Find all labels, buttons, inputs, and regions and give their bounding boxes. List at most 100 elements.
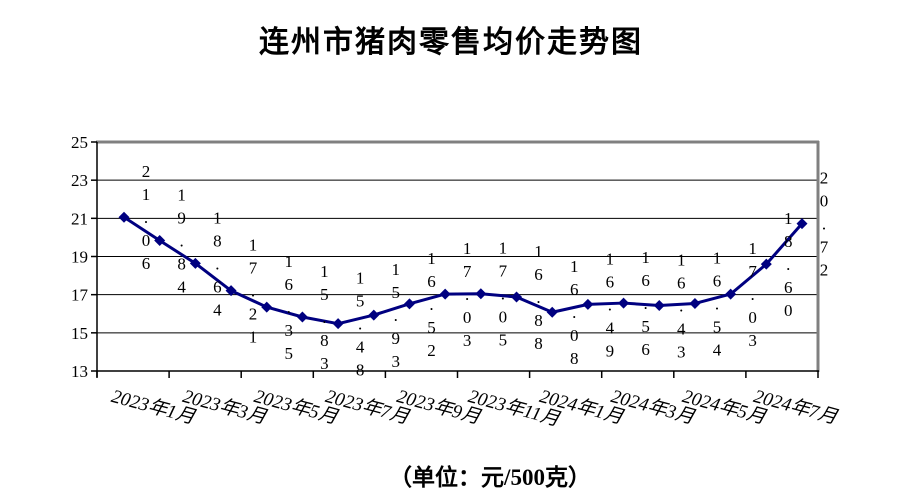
data-point-label-char: . [144,208,148,227]
data-point-label-char: 4 [356,338,365,357]
data-point-label-char: . [572,303,576,322]
chart-title: 连州市猪肉零售均价走势图 [259,26,643,59]
data-point-label-char: 5 [641,317,650,336]
data-point-label-char: 1 [499,239,508,258]
data-point-label-char: 4 [606,318,615,337]
data-point-label-char: 4 [213,300,222,319]
data-point-label-char: 0 [820,192,829,211]
data-point-label-char: 7 [249,259,258,278]
unit-note: （单位：元/500克） [389,465,591,490]
data-point-label-char: 6 [570,280,579,299]
data-point-label-char: 5 [284,344,293,363]
data-point-label-char: 8 [177,254,186,273]
data-point-marker [689,297,701,309]
data-point-label-char: 5 [427,318,436,337]
data-point-label-char: 1 [249,328,258,347]
y-axis-label: 17 [71,286,89,305]
data-point-label-char: 6 [784,278,793,297]
data-point-label-char: 0 [142,231,151,250]
data-point-label-char: 7 [820,238,829,257]
data-point-marker [582,298,594,310]
data-point-label-char: . [251,282,255,301]
y-axis-label: 19 [71,248,88,267]
data-point-label-char: 1 [284,252,293,271]
data-point-label-char: 6 [677,274,686,293]
data-point-label-char: 7 [748,262,757,281]
data-point-label-char: 5 [392,283,401,302]
data-point-marker [511,291,523,303]
data-point-label-char: 1 [356,269,365,288]
data-point-marker [475,288,487,300]
data-point-label-char: 9 [606,341,615,360]
data-point-label-char: . [501,285,505,304]
data-point-label-char: 6 [713,271,722,290]
data-point-marker [796,218,808,230]
data-point-label-char: 9 [177,208,186,227]
data-point-label-char: . [322,308,326,327]
data-point-marker [296,311,308,323]
data-point-label-char: 1 [713,248,722,267]
data-point-label-char: . [822,215,826,234]
x-axis-label: 2024年7月 [751,385,840,429]
data-point-label-char: 4 [713,340,722,359]
price-line [123,215,804,326]
data-point-label-char: 8 [320,331,329,350]
data-point-marker [225,285,237,297]
data-point-marker [189,257,201,269]
data-point-label-char: 7 [463,262,472,281]
data-point-label-char: 2 [142,162,151,181]
data-point-label-char: . [751,285,755,304]
data-point-label-char: 6 [427,272,436,291]
data-point-label-char: 8 [213,231,222,250]
y-axis-label: 23 [71,171,88,190]
y-axis-label: 15 [71,324,88,343]
data-point-label-char: 3 [320,354,329,373]
data-point-label-char: 1 [784,209,793,228]
data-point-label-char: 5 [356,292,365,311]
data-point-marker [118,211,130,223]
data-point-label-char: 1 [249,236,258,255]
data-point-label-char: 1 [213,208,222,227]
data-point-marker [439,288,451,300]
data-point-label-char: 8 [784,232,793,251]
data-point-label-char: 6 [641,271,650,290]
data-point-label-char: 4 [177,277,186,296]
data-point-marker [332,318,344,330]
data-point-label-char: 2 [249,305,258,324]
data-point-label-char: 3 [392,352,401,371]
data-point-label-char: 0 [784,301,793,320]
data-point-label-char: 6 [142,254,151,273]
y-axis-label: 21 [71,209,88,228]
data-point-label-char: 3 [748,331,757,350]
data-point-label-char: 1 [177,185,186,204]
data-point-label-char: 2 [820,261,829,280]
data-point-label-char: 1 [606,249,615,268]
data-point-marker [618,297,630,309]
data-point-label-char: . [287,298,291,317]
data-point-label-char: . [715,294,719,313]
data-point-label-char: . [608,295,612,314]
data-point-label-char: 6 [284,275,293,294]
data-point-label-char: . [643,294,647,313]
data-point-label-char: 4 [677,320,686,339]
data-point-label-char: 5 [499,331,508,350]
data-point-label-char: 1 [463,239,472,258]
y-axis-label: 25 [71,133,88,152]
data-point-label-char: . [358,315,362,334]
data-point-marker [154,234,166,246]
data-point-label-char: . [180,231,184,250]
data-point-label-char: 1 [677,251,686,270]
data-point-label-char: 8 [534,334,543,353]
data-point-label-char: 9 [392,329,401,348]
data-point-marker [760,258,772,270]
data-point-label-char: . [536,288,540,307]
data-point-marker [653,300,665,312]
data-point-marker [725,288,737,300]
data-point-label-char: . [394,306,398,325]
data-point-label-char: . [215,254,219,273]
y-axis-label: 13 [71,362,88,381]
data-point-label-char: 0 [570,326,579,345]
data-point-label-char: 7 [499,262,508,281]
data-point-marker [261,301,273,313]
